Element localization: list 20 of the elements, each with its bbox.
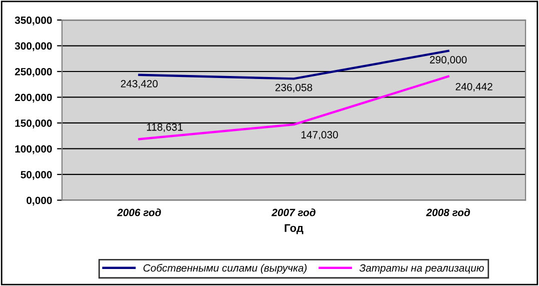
legend-label: Затраты на реализацию (359, 264, 484, 274)
x-tick-label: 2008 год (426, 208, 470, 216)
x-axis-title: Год (284, 224, 304, 234)
y-tick-label: 300,000 (14, 42, 52, 52)
data-label: 147,030 (301, 131, 338, 140)
y-tick-label: 250,000 (14, 68, 52, 77)
y-tick-label: 350,000 (14, 16, 52, 26)
data-label: 290,000 (430, 56, 467, 65)
y-tick-label: 200,000 (14, 94, 52, 103)
data-label: 118,631 (146, 123, 183, 132)
y-tick-label: 0,000 (26, 196, 52, 206)
y-tick-label: 50,000 (20, 170, 52, 180)
legend-label: Собственными силами (выручка) (143, 264, 307, 274)
x-tick-label: 2007 год (272, 208, 316, 216)
x-tick-label: 2006 год (116, 208, 161, 216)
data-label: 240,442 (456, 82, 492, 92)
y-tick-label: 150,000 (15, 119, 52, 128)
data-label: 236,058 (275, 84, 312, 92)
data-label: 243,420 (120, 80, 158, 89)
y-tick-label: 100,000 (15, 145, 52, 154)
